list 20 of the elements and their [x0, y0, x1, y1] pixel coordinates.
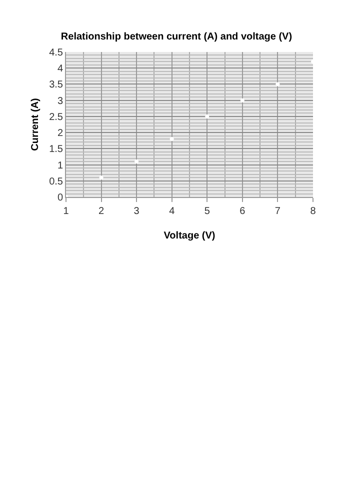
y-tick-label: 0.5	[49, 176, 64, 188]
y-tick-label: 2	[57, 128, 64, 140]
x-axis-title: Voltage (V)	[164, 230, 216, 242]
y-axis-title: Current (A)	[30, 98, 42, 151]
y-tick-label: 4	[57, 64, 64, 75]
y-tick-label: 0	[57, 192, 64, 204]
x-tick-label: 7	[274, 206, 281, 217]
x-tick-label: 4	[169, 206, 176, 217]
y-tick-label: 3.5	[49, 80, 64, 91]
x-tick-label: 5	[204, 206, 210, 217]
x-tick-label: 8	[310, 206, 316, 217]
y-tick-label: 1.5	[49, 144, 64, 156]
chart-title: Relationship between current (A) and voltage (V)	[60, 32, 292, 42]
y-tick-label: 2.5	[49, 112, 64, 123]
y-tick-label: 4.5	[49, 48, 64, 58]
x-tick-label: 3	[134, 206, 140, 217]
x-tick-label: 2	[98, 206, 105, 217]
y-tick-label: 1	[57, 160, 64, 172]
x-tick-label: 6	[240, 206, 246, 217]
y-tick-label: 3	[57, 96, 64, 107]
